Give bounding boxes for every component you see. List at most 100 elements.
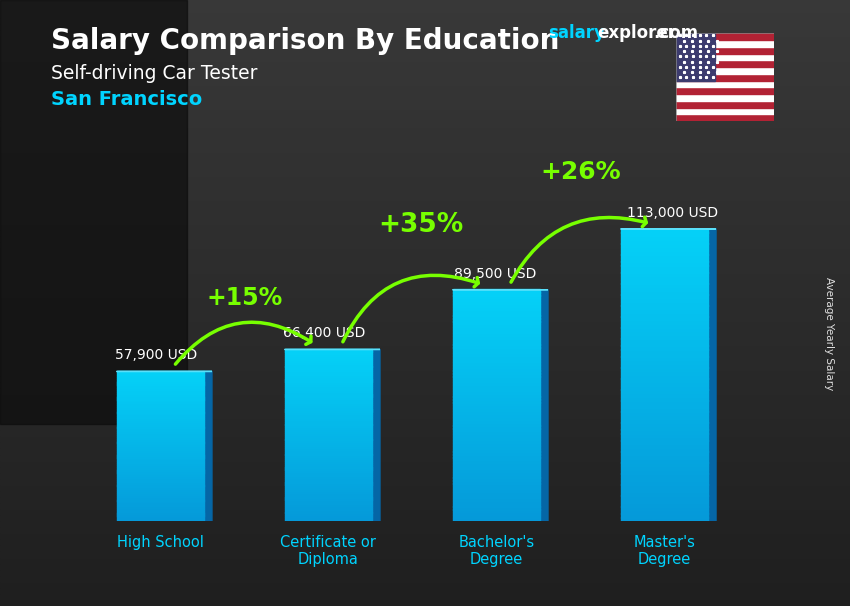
Polygon shape: [540, 290, 548, 521]
Bar: [0, 152, 850, 158]
Bar: [285, 424, 372, 427]
Bar: [285, 471, 372, 474]
Bar: [116, 437, 204, 439]
Bar: [452, 324, 540, 327]
Bar: [620, 360, 708, 364]
Bar: [285, 470, 372, 472]
Bar: [452, 396, 540, 400]
Bar: [0, 200, 850, 206]
Text: San Francisco: San Francisco: [51, 90, 202, 108]
Bar: [452, 342, 540, 345]
Bar: [0, 0, 850, 6]
Bar: [285, 362, 372, 364]
Bar: [620, 335, 708, 339]
Bar: [0, 521, 850, 527]
Bar: [452, 419, 540, 423]
Bar: [0, 115, 850, 121]
Bar: [620, 502, 708, 507]
Bar: [285, 446, 372, 448]
Bar: [0, 448, 850, 454]
Bar: [452, 478, 540, 481]
Bar: [116, 433, 204, 435]
Bar: [620, 291, 708, 295]
Bar: [0, 564, 850, 570]
Bar: [0, 255, 850, 261]
Bar: [0, 503, 850, 509]
Bar: [0, 333, 850, 339]
Bar: [620, 426, 708, 430]
Bar: [116, 431, 204, 433]
Bar: [285, 367, 372, 369]
Bar: [116, 401, 204, 403]
Bar: [620, 441, 708, 444]
Bar: [452, 295, 540, 298]
Bar: [285, 448, 372, 450]
Polygon shape: [708, 229, 716, 521]
Bar: [0, 145, 850, 152]
Bar: [676, 115, 774, 121]
Bar: [285, 482, 372, 485]
Bar: [285, 396, 372, 399]
Bar: [452, 368, 540, 371]
Bar: [285, 461, 372, 463]
Bar: [0, 30, 850, 36]
Bar: [452, 454, 540, 458]
Bar: [0, 382, 850, 388]
Bar: [0, 267, 850, 273]
Bar: [0, 291, 850, 297]
Bar: [285, 414, 372, 416]
Bar: [116, 398, 204, 399]
Bar: [0, 133, 850, 139]
Bar: [0, 18, 850, 24]
Bar: [285, 450, 372, 453]
Bar: [620, 401, 708, 404]
Bar: [676, 74, 774, 81]
Bar: [0, 442, 850, 448]
Bar: [0, 236, 850, 242]
Bar: [0, 424, 850, 430]
Bar: [452, 463, 540, 466]
Bar: [620, 473, 708, 478]
Bar: [0, 358, 850, 364]
Bar: [0, 570, 850, 576]
Bar: [0, 461, 850, 467]
Bar: [0, 218, 850, 224]
Bar: [0, 436, 850, 442]
Bar: [452, 359, 540, 362]
Bar: [620, 419, 708, 422]
Bar: [0, 206, 850, 212]
Bar: [116, 468, 204, 471]
Bar: [0, 479, 850, 485]
Bar: [620, 228, 708, 233]
Bar: [285, 388, 372, 390]
Bar: [116, 459, 204, 461]
Bar: [620, 280, 708, 284]
Bar: [285, 407, 372, 410]
Bar: [620, 477, 708, 481]
Bar: [620, 389, 708, 393]
Bar: [285, 474, 372, 476]
Bar: [0, 273, 850, 279]
Bar: [452, 382, 540, 385]
Bar: [116, 472, 204, 474]
Bar: [620, 338, 708, 342]
Bar: [116, 474, 204, 476]
Bar: [285, 517, 372, 519]
Bar: [452, 339, 540, 342]
Bar: [452, 365, 540, 368]
Bar: [620, 313, 708, 317]
Bar: [676, 47, 774, 53]
Bar: [116, 403, 204, 405]
Bar: [116, 371, 204, 373]
Bar: [116, 394, 204, 396]
Bar: [116, 444, 204, 446]
Bar: [620, 488, 708, 492]
Bar: [285, 401, 372, 403]
Bar: [0, 400, 850, 406]
Bar: [285, 418, 372, 421]
Bar: [0, 212, 850, 218]
Bar: [452, 405, 540, 408]
Bar: [452, 316, 540, 319]
Bar: [620, 484, 708, 488]
Bar: [452, 379, 540, 382]
